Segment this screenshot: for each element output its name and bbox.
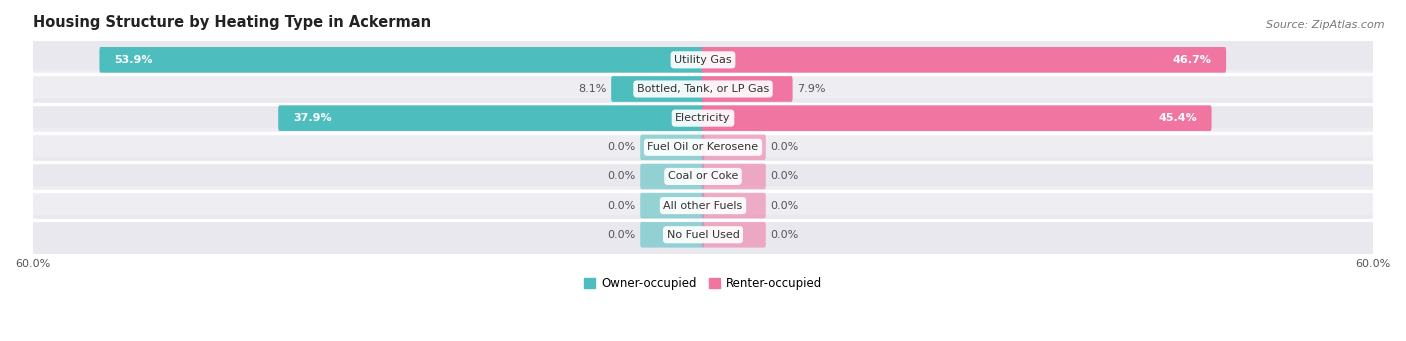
FancyBboxPatch shape — [640, 193, 704, 218]
FancyBboxPatch shape — [640, 164, 704, 189]
Text: Coal or Coke: Coal or Coke — [668, 172, 738, 181]
Text: 46.7%: 46.7% — [1173, 55, 1212, 65]
Text: 0.0%: 0.0% — [607, 230, 636, 240]
FancyBboxPatch shape — [31, 186, 1375, 225]
FancyBboxPatch shape — [31, 70, 1375, 108]
Text: 0.0%: 0.0% — [770, 172, 799, 181]
FancyBboxPatch shape — [278, 105, 704, 131]
Text: Bottled, Tank, or LP Gas: Bottled, Tank, or LP Gas — [637, 84, 769, 94]
Legend: Owner-occupied, Renter-occupied: Owner-occupied, Renter-occupied — [579, 272, 827, 295]
FancyBboxPatch shape — [640, 134, 704, 160]
FancyBboxPatch shape — [612, 76, 704, 102]
Text: 0.0%: 0.0% — [770, 201, 799, 211]
FancyBboxPatch shape — [31, 157, 1375, 196]
Text: 0.0%: 0.0% — [770, 142, 799, 152]
FancyBboxPatch shape — [31, 128, 1375, 167]
FancyBboxPatch shape — [702, 222, 766, 248]
Text: Utility Gas: Utility Gas — [675, 55, 731, 65]
Text: All other Fuels: All other Fuels — [664, 201, 742, 211]
Text: Fuel Oil or Kerosene: Fuel Oil or Kerosene — [647, 142, 759, 152]
Text: 45.4%: 45.4% — [1159, 113, 1197, 123]
Text: 7.9%: 7.9% — [797, 84, 825, 94]
Text: No Fuel Used: No Fuel Used — [666, 230, 740, 240]
FancyBboxPatch shape — [702, 164, 766, 189]
Text: 0.0%: 0.0% — [607, 142, 636, 152]
FancyBboxPatch shape — [640, 222, 704, 248]
Text: Electricity: Electricity — [675, 113, 731, 123]
FancyBboxPatch shape — [702, 193, 766, 218]
Text: 0.0%: 0.0% — [607, 172, 636, 181]
FancyBboxPatch shape — [31, 40, 1375, 79]
Text: 0.0%: 0.0% — [607, 201, 636, 211]
Text: 0.0%: 0.0% — [770, 230, 799, 240]
FancyBboxPatch shape — [702, 47, 1226, 73]
FancyBboxPatch shape — [100, 47, 704, 73]
FancyBboxPatch shape — [702, 76, 793, 102]
FancyBboxPatch shape — [702, 105, 1212, 131]
FancyBboxPatch shape — [31, 215, 1375, 254]
Text: Source: ZipAtlas.com: Source: ZipAtlas.com — [1267, 20, 1385, 30]
FancyBboxPatch shape — [31, 99, 1375, 138]
Text: Housing Structure by Heating Type in Ackerman: Housing Structure by Heating Type in Ack… — [32, 15, 430, 30]
FancyBboxPatch shape — [702, 134, 766, 160]
Text: 8.1%: 8.1% — [578, 84, 607, 94]
Text: 37.9%: 37.9% — [292, 113, 332, 123]
Text: 53.9%: 53.9% — [114, 55, 153, 65]
